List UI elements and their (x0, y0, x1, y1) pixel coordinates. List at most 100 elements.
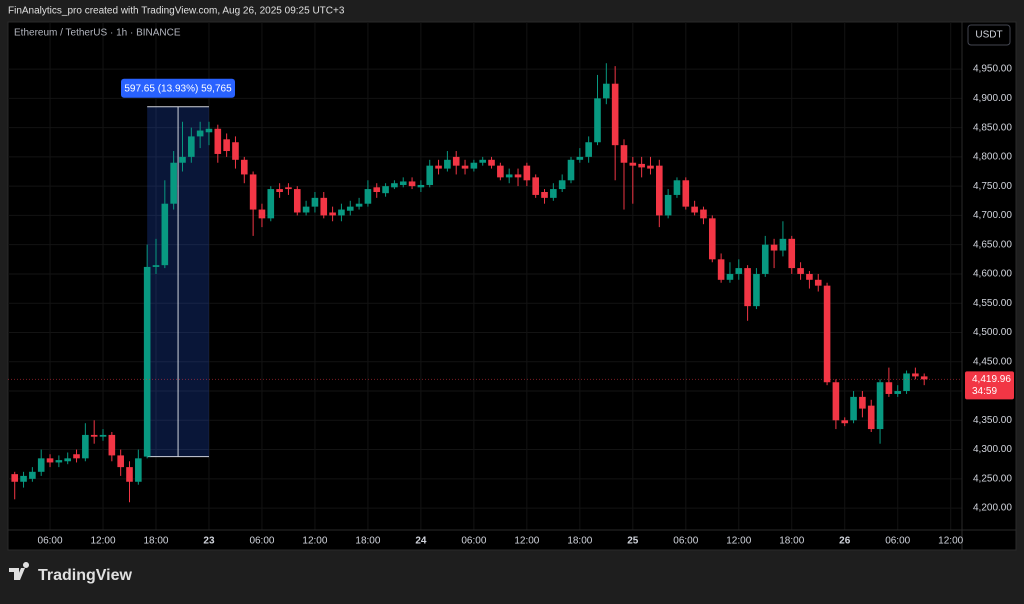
candle-body (806, 273, 813, 280)
candle-body (541, 192, 548, 198)
x-tick-label: 18:00 (355, 536, 380, 547)
candle-body (832, 382, 840, 421)
candle-body (585, 142, 592, 157)
x-tick-label: 06:00 (249, 536, 274, 547)
candle-body (726, 273, 734, 280)
brand-logo (9, 562, 30, 580)
candle-body (320, 197, 328, 216)
candle-body (135, 458, 142, 482)
currency-button-label[interactable]: USDT (975, 30, 1002, 41)
candle-body (37, 458, 45, 472)
candle-body (214, 128, 222, 154)
x-tick-label: 18:00 (779, 536, 804, 547)
candle-body (196, 130, 204, 137)
candle-body (885, 382, 893, 394)
x-tick-label: 12:00 (726, 536, 751, 547)
candle-body (850, 396, 857, 421)
currency-button[interactable] (967, 24, 1011, 46)
chart-panel (7, 21, 1017, 551)
candle-body (673, 180, 681, 195)
y-tick-label: 4,500.00 (973, 327, 1012, 338)
candle-body (293, 189, 301, 213)
candle-body (532, 177, 539, 195)
candle-body (426, 165, 434, 185)
last-price-box (965, 371, 1014, 400)
candle-body (99, 434, 107, 437)
candle-body (682, 180, 690, 207)
x-tick-label: 26 (839, 536, 851, 547)
candle-body (550, 189, 557, 198)
candle-body (717, 259, 725, 280)
candle-body (73, 454, 80, 459)
x-tick-label: 23 (203, 536, 215, 547)
x-tick-label: 06:00 (673, 536, 698, 547)
candle-body (205, 128, 213, 133)
candle-body (82, 434, 89, 459)
candle-body (859, 396, 866, 409)
candle-body (903, 373, 910, 392)
candle-body (391, 183, 398, 188)
candle-body (117, 455, 124, 468)
candle-body (90, 434, 98, 437)
countdown: 34:59 (972, 386, 997, 397)
candle-body (382, 186, 389, 194)
candle-body (276, 189, 283, 192)
candle-body (735, 268, 743, 274)
candle-body (797, 268, 804, 274)
candle-body (620, 145, 628, 163)
candle-body (841, 420, 849, 424)
y-tick-label: 4,250.00 (973, 473, 1012, 484)
y-tick-label: 4,900.00 (973, 93, 1012, 104)
candle-body (788, 238, 796, 269)
candle-body (64, 458, 71, 462)
y-tick-label: 4,700.00 (973, 210, 1012, 221)
candle-body (46, 458, 54, 463)
candle-body (20, 475, 27, 482)
candle-body (647, 165, 654, 169)
x-tick-label: 12:00 (302, 536, 327, 547)
y-tick-label: 4,600.00 (973, 269, 1012, 280)
candle-body (461, 165, 469, 169)
candle-body (143, 266, 151, 457)
candle-body (779, 238, 787, 251)
candle-body (240, 159, 248, 175)
candle-body (594, 98, 601, 143)
candle-body (170, 162, 177, 204)
x-tick-label: 24 (415, 536, 427, 547)
measure-label-box (121, 78, 235, 98)
y-tick-label: 4,850.00 (973, 122, 1012, 133)
y-tick-label: 4,300.00 (973, 444, 1012, 455)
y-tick-label: 4,800.00 (973, 152, 1012, 163)
candle-body (753, 273, 760, 307)
candle-body (108, 434, 116, 456)
candle-body (179, 156, 186, 163)
candle-body (920, 376, 928, 380)
candle-body (232, 142, 239, 160)
candle-body (576, 156, 584, 160)
candle-body (611, 83, 619, 146)
candle-body (285, 187, 292, 190)
x-tick-label: 18:00 (567, 536, 592, 547)
candle-body (470, 162, 478, 169)
candle-body (744, 268, 751, 307)
y-tick-label: 4,950.00 (973, 64, 1012, 75)
candle-body (188, 136, 195, 157)
candle-body (452, 156, 460, 166)
candle-body (567, 159, 575, 181)
candle-body (867, 405, 875, 430)
candle-body (638, 163, 645, 168)
candle-body (399, 181, 407, 185)
candle-body (311, 197, 319, 207)
candle-body (656, 165, 663, 216)
x-tick-label: 06:00 (885, 536, 910, 547)
candle-body (558, 180, 566, 190)
y-tick-label: 4,750.00 (973, 181, 1012, 192)
candle-body (912, 373, 919, 377)
candle-body (435, 165, 442, 169)
last-price-label: 4,419.96 (972, 374, 1011, 385)
brand-name: TradingView (38, 567, 133, 584)
candle-body (479, 159, 487, 163)
candle-body (761, 244, 769, 274)
candle-body (302, 206, 310, 213)
candle-body (770, 244, 778, 251)
